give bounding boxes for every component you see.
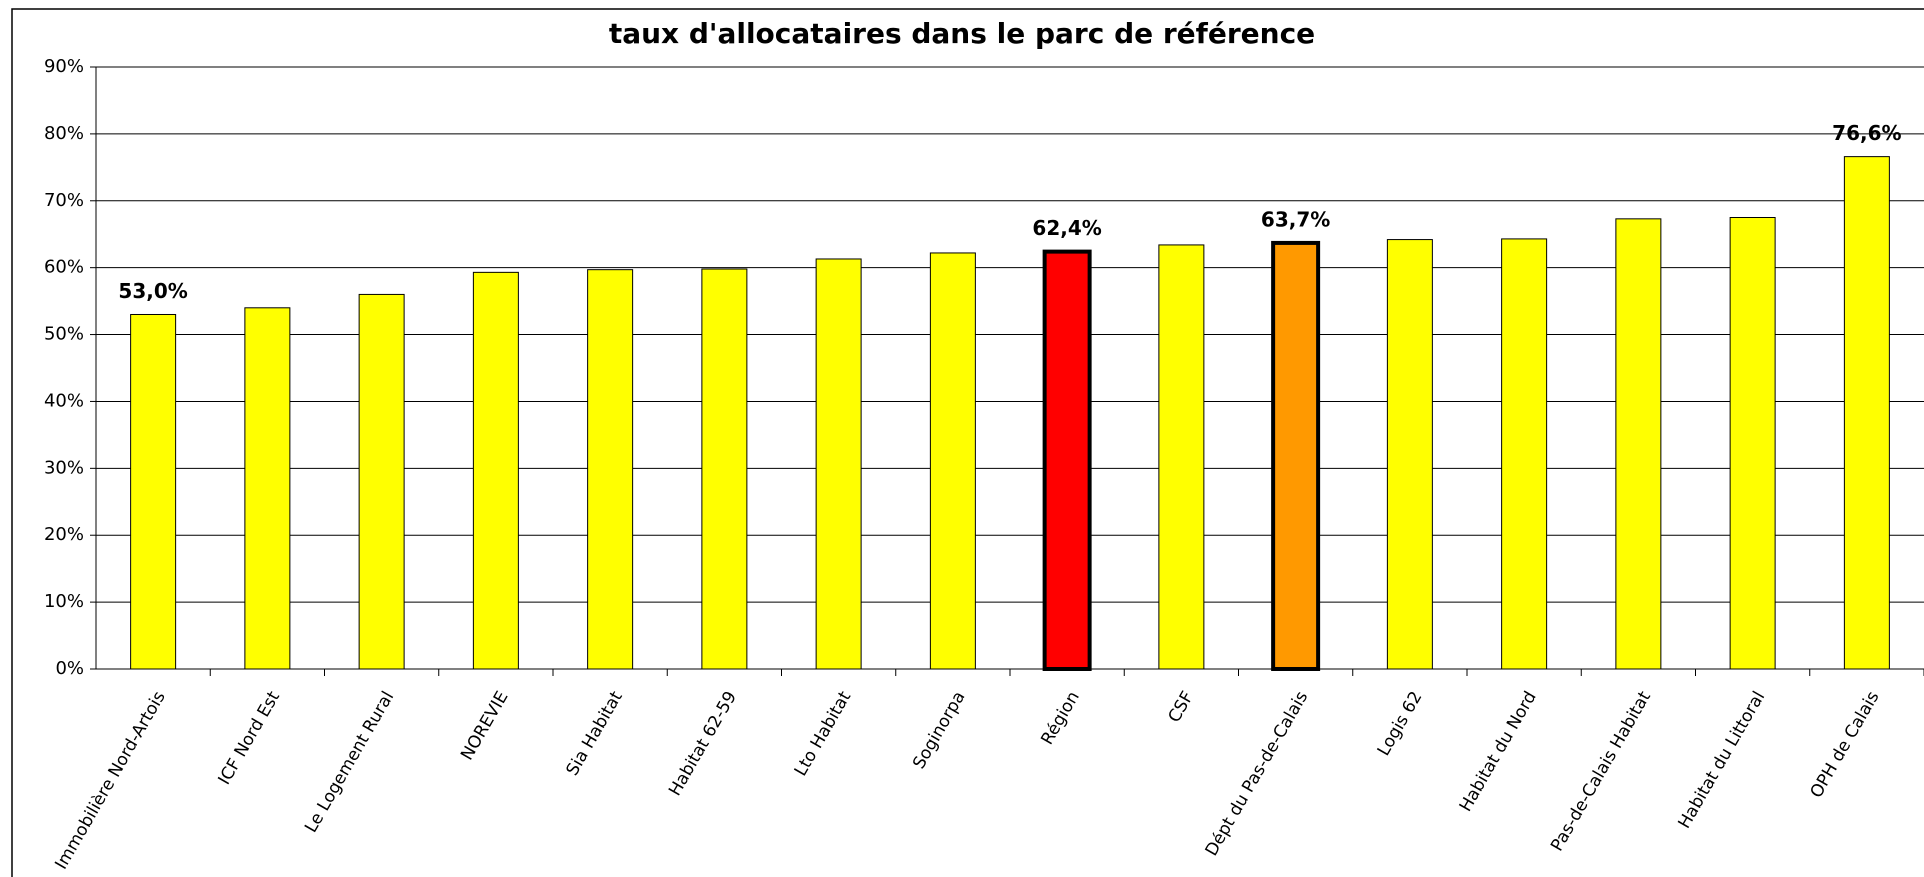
y-tick-label: 80% [44,123,84,144]
bar [130,313,177,670]
y-tick-label: 70% [44,190,84,211]
y-tick-label: 40% [44,390,84,411]
bar [1501,238,1548,670]
y-tick-label: 10% [44,591,84,612]
bar [1843,156,1890,670]
y-tick-label: 50% [44,324,84,345]
bar [1271,240,1321,671]
bar [1158,244,1205,670]
y-tick-label: 90% [44,56,84,77]
chart-title: taux d'allocataires dans le parc de réfé… [609,17,1315,50]
bar [1042,249,1092,671]
bar [472,271,519,670]
bar [1386,239,1433,670]
data-label: 62,4% [1032,216,1101,240]
y-tick-label: 30% [44,457,84,478]
data-label: 76,6% [1832,121,1901,145]
y-tick-label: 0% [55,658,84,679]
bar [358,293,405,670]
data-label: 53,0% [118,279,187,303]
bar [815,258,862,670]
bar [929,252,976,670]
bar [587,269,634,670]
bar [1615,218,1662,670]
bar [244,307,291,670]
bar [1729,217,1776,670]
bar [701,268,748,670]
data-label: 63,7% [1261,207,1330,231]
y-tick-label: 60% [44,257,84,278]
y-tick-label: 20% [44,524,84,545]
